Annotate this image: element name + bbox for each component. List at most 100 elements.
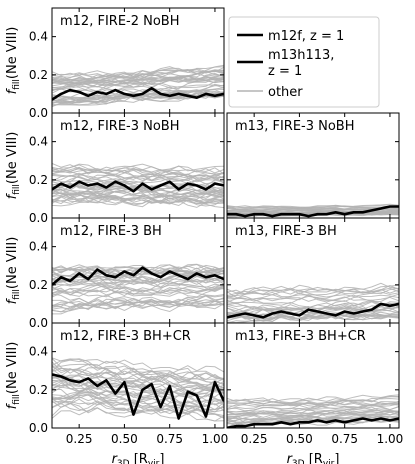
other-series-line xyxy=(52,401,224,417)
other-series-line xyxy=(52,400,224,419)
y-axis-label: ffill(Ne VIII) xyxy=(5,342,22,410)
other-series-line xyxy=(227,206,399,210)
other-series-line xyxy=(227,204,399,208)
other-series-line xyxy=(52,300,224,313)
panel-title: m12, FIRE-2 NoBH xyxy=(60,14,180,29)
other-series-line xyxy=(52,284,224,298)
other-series-line xyxy=(52,167,224,180)
legend: m12f, z = 1 m13h113, z = 1 other xyxy=(228,16,380,108)
other-series-line xyxy=(52,372,224,390)
other-series-line xyxy=(52,263,224,274)
other-series-line xyxy=(227,397,399,407)
y-tick-label: 0.0 xyxy=(29,106,48,120)
other-series-line xyxy=(52,372,224,388)
other-series-line xyxy=(227,411,399,417)
x-axis-label: r3D [Rvir] xyxy=(287,452,340,464)
y-tick-label: 0.0 xyxy=(29,211,48,225)
y-tick-label: 0.2 xyxy=(29,383,48,397)
x-tick-label: 0.25 xyxy=(66,432,93,446)
x-tick-label: 0.25 xyxy=(241,432,268,446)
other-series-line xyxy=(52,163,224,176)
other-series-group xyxy=(52,64,224,108)
legend-label-other: other xyxy=(268,85,303,100)
other-series-line xyxy=(227,312,399,323)
other-series-line xyxy=(227,399,399,407)
y-tick-label: 0.2 xyxy=(29,68,48,82)
x-tick-label: 0.75 xyxy=(331,432,358,446)
y-tick-label: 0.2 xyxy=(29,173,48,187)
other-series-line xyxy=(52,358,224,373)
other-series-line xyxy=(52,277,224,289)
other-series-line xyxy=(52,90,224,103)
other-series-line xyxy=(52,196,224,208)
highlight-series-line xyxy=(52,266,224,286)
panel-title: m12, FIRE-3 NoBH xyxy=(60,119,180,134)
x-tick-label: 0.50 xyxy=(111,432,138,446)
other-series-line xyxy=(227,410,399,424)
other-series-line xyxy=(227,301,399,312)
y-tick-label: 0.0 xyxy=(29,316,48,330)
other-series-line xyxy=(52,299,224,309)
other-series-line xyxy=(52,382,224,396)
other-series-line xyxy=(52,286,224,297)
other-series-line xyxy=(52,282,224,294)
panel-m12-fire2-nobh: 0.0 0.2 0.4 m12, FIRE-2 NoBH ffill(Ne VIII) xyxy=(5,7,225,120)
x-tick-label: 1.00 xyxy=(377,432,404,446)
other-series-line xyxy=(52,66,224,77)
y-tick-label: 0.0 xyxy=(29,421,48,435)
other-series-line xyxy=(52,84,224,100)
other-series-line xyxy=(52,274,224,285)
y-axis-label: ffill(Ne VIII) xyxy=(5,237,22,305)
panel-title: m13, FIRE-3 BH+CR xyxy=(235,329,366,344)
other-series-line xyxy=(52,361,224,389)
y-tick-label: 0.4 xyxy=(29,345,48,359)
panel-frame xyxy=(226,322,400,429)
other-series-line xyxy=(52,186,224,198)
panel-m12-fire3-nobh: 0.0 0.2 0.4 m12, FIRE-3 NoBH ffill(Ne VIII) xyxy=(5,112,225,225)
highlight-series-line xyxy=(52,373,224,420)
other-series-line xyxy=(227,401,399,409)
x-tick-label: 0.50 xyxy=(286,432,313,446)
other-series-line xyxy=(52,386,224,404)
y-tick-label: 0.4 xyxy=(29,30,48,44)
other-series-line xyxy=(52,66,224,81)
other-series-line xyxy=(52,195,224,207)
legend-label-m12f: m12f, z = 1 xyxy=(268,29,344,44)
panel-m13-fire3-nobh: m13, FIRE-3 NoBH xyxy=(226,112,400,219)
panel-m12-fire3-bhcr: 0.25 0.50 0.75 1.00 0.0 0.2 0.4 m12, FIRE-3 BH+… xyxy=(5,322,229,464)
other-series-line xyxy=(52,69,224,83)
panel-frame xyxy=(51,322,225,429)
other-series-group xyxy=(227,282,399,323)
highlight-series-line xyxy=(227,417,399,428)
other-series-line xyxy=(52,407,224,422)
other-series-line xyxy=(227,410,399,420)
panel-title: m12, FIRE-3 BH xyxy=(60,224,162,239)
other-series-line xyxy=(52,185,224,198)
y-axis-label: ffill(Ne VIII) xyxy=(5,132,22,200)
y-axis-label: ffill(Ne VIII) xyxy=(5,27,22,95)
other-series-line xyxy=(227,293,399,304)
panel-title: m13, FIRE-3 NoBH xyxy=(235,119,355,134)
legend-label-m13h113-line2: z = 1 xyxy=(268,64,302,79)
other-series-group xyxy=(227,394,399,428)
y-tick-label: 0.4 xyxy=(29,135,48,149)
panel-title: m12, FIRE-3 BH+CR xyxy=(60,329,191,344)
other-series-line xyxy=(52,365,224,382)
highlight-series-line xyxy=(227,205,399,218)
legend-frame xyxy=(228,16,380,108)
x-tick-label: 1.00 xyxy=(202,432,229,446)
highlight-series-line xyxy=(52,86,224,101)
other-series-line xyxy=(52,72,224,86)
highlight-series-line xyxy=(52,180,224,193)
legend-label-m13h113: m13h113, xyxy=(268,48,334,63)
panel-m13-fire3-bh: m13, FIRE-3 BH xyxy=(226,217,400,324)
other-series-line xyxy=(52,394,224,409)
other-series-line xyxy=(227,405,399,415)
panel-title: m13, FIRE-3 BH xyxy=(235,224,337,239)
panel-m12-fire3-bh: 0.0 0.2 0.4 m12, FIRE-3 BH ffill(Ne VIII) xyxy=(5,217,225,330)
other-series-line xyxy=(52,78,224,93)
y-tick-label: 0.2 xyxy=(29,278,48,292)
other-series-line xyxy=(52,358,224,381)
